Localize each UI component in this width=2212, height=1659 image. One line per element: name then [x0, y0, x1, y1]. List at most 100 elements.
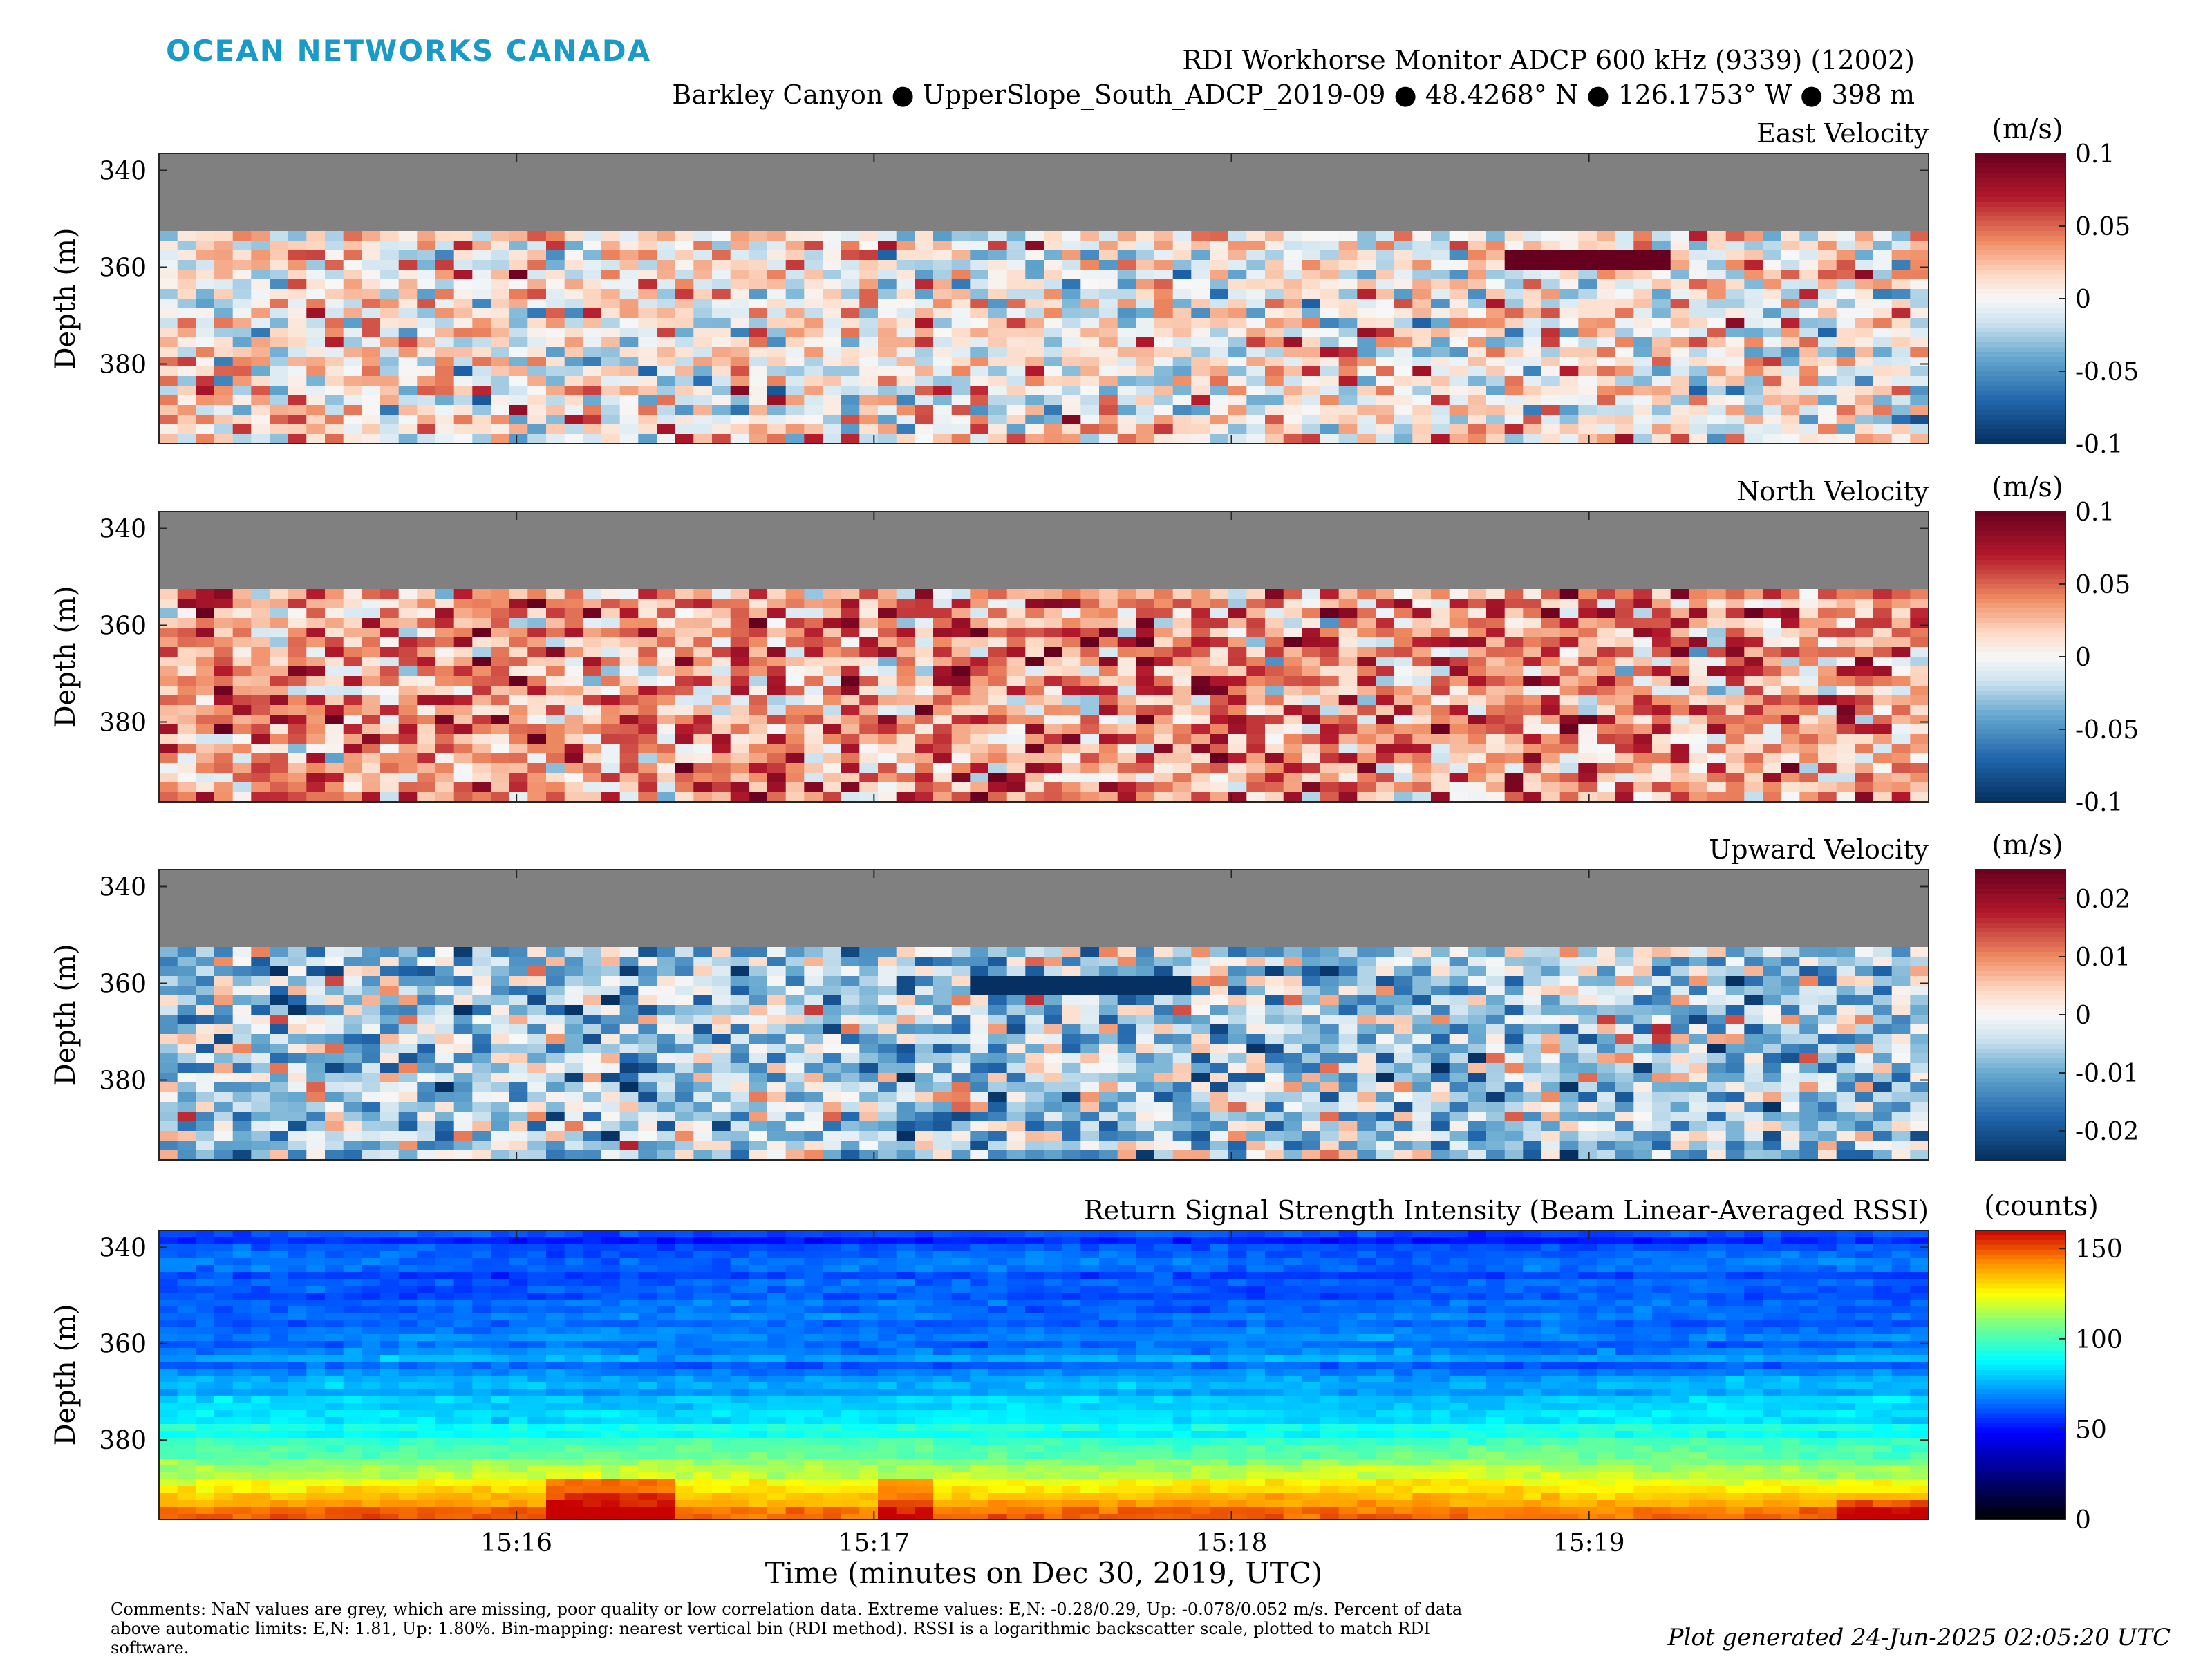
heatmap-cell	[1136, 666, 1155, 677]
heatmap-cell	[1468, 434, 1487, 444]
heatmap-cell	[1394, 773, 1413, 783]
heatmap-cell	[730, 637, 749, 648]
heatmap-cell	[619, 744, 639, 754]
heatmap-cell	[343, 666, 362, 677]
heatmap-cell	[196, 337, 215, 348]
heatmap-cell	[417, 241, 436, 251]
heatmap-cell	[1578, 250, 1597, 261]
heatmap-cell	[1597, 318, 1616, 328]
heatmap-cell	[491, 589, 510, 599]
heatmap-cell	[491, 308, 510, 319]
heatmap-cell	[1172, 231, 1192, 241]
heatmap-cell	[1376, 957, 1395, 967]
heatmap-cell	[453, 715, 473, 725]
heatmap-cell	[1873, 753, 1893, 764]
heatmap-cell	[1210, 328, 1229, 338]
heatmap-cell	[546, 734, 565, 744]
heatmap-cell	[1412, 424, 1432, 435]
heatmap-cell	[196, 628, 215, 638]
heatmap-cell	[933, 657, 953, 667]
heatmap-cell	[730, 695, 749, 706]
heatmap-cell	[1855, 618, 1874, 628]
heatmap-cell	[1633, 618, 1653, 628]
heatmap-cell	[896, 357, 915, 367]
heatmap-cell	[915, 986, 934, 996]
heatmap-cell	[1781, 666, 1800, 677]
heatmap-cell	[1062, 608, 1081, 619]
heatmap-cell	[823, 395, 842, 406]
heatmap-cell	[1228, 328, 1247, 338]
heatmap-cell	[749, 763, 768, 774]
heatmap-cell	[1910, 424, 1929, 435]
heatmap-cell	[675, 647, 694, 657]
heatmap-cell	[785, 695, 805, 706]
colorbar-swatch	[1976, 584, 2065, 590]
heatmap-cell	[878, 366, 897, 377]
heatmap-cell	[1172, 724, 1192, 735]
heatmap-cell	[638, 250, 657, 261]
heatmap-cell	[1210, 705, 1229, 715]
heatmap-cell	[1891, 347, 1911, 357]
heatmap-cell	[1615, 986, 1634, 996]
heatmap-cell	[1210, 366, 1229, 377]
heatmap-cell	[749, 241, 768, 251]
heatmap-cell	[1044, 376, 1063, 386]
heatmap-cell	[712, 666, 731, 677]
heatmap-cell	[1338, 270, 1358, 280]
heatmap-cell	[970, 415, 989, 425]
heatmap-cell	[583, 415, 602, 425]
heatmap-cell	[915, 647, 934, 657]
heatmap-cell	[1633, 318, 1653, 328]
heatmap-cell	[1320, 318, 1340, 328]
heatmap-cell	[1670, 686, 1689, 696]
heatmap-cell	[675, 666, 694, 677]
heatmap-cell	[1431, 347, 1450, 357]
heatmap-cell	[1025, 608, 1044, 619]
heatmap-cell	[159, 637, 178, 648]
heatmap-cell	[657, 753, 676, 764]
heatmap-cell	[251, 260, 270, 270]
heatmap-cell	[601, 270, 621, 280]
heatmap-cell	[509, 986, 528, 996]
heatmap-cell	[435, 270, 455, 280]
heatmap-cell	[1320, 995, 1340, 1006]
heatmap-cell	[325, 328, 344, 338]
heatmap-cell	[1670, 386, 1689, 396]
colorbar-swatch	[1976, 657, 2065, 662]
colorbar-swatch	[1976, 715, 2065, 720]
heatmap-cell	[1394, 395, 1413, 406]
heatmap-cell	[1338, 744, 1358, 754]
heatmap-cell	[435, 299, 455, 309]
heatmap-cell	[232, 715, 252, 725]
heatmap-cell	[859, 957, 879, 967]
heatmap-cell	[177, 231, 196, 241]
heatmap-cell	[159, 666, 178, 677]
heatmap-cell	[1246, 318, 1266, 328]
heatmap-cell	[1873, 695, 1893, 706]
heatmap-cell	[896, 647, 915, 657]
heatmap-cell	[1763, 357, 1782, 367]
heatmap-cell	[1246, 782, 1266, 793]
heatmap-cell	[804, 308, 823, 319]
heatmap-cell	[343, 676, 362, 686]
heatmap-cell	[1210, 289, 1229, 299]
heatmap-cell	[546, 405, 565, 415]
heatmap-cell	[1154, 753, 1174, 764]
heatmap-cell	[398, 250, 418, 261]
heatmap-cell	[823, 608, 842, 619]
heatmap-cell	[785, 318, 805, 328]
heatmap-cell	[1431, 270, 1450, 280]
heatmap-cell	[398, 279, 418, 290]
heatmap-cell	[1578, 415, 1597, 425]
heatmap-cell	[619, 628, 639, 638]
heatmap-cell	[749, 386, 768, 396]
heatmap-cell	[988, 705, 1008, 715]
heatmap-cell	[1449, 337, 1468, 348]
heatmap-cell	[1154, 986, 1174, 996]
heatmap-cell	[1080, 289, 1100, 299]
heatmap-cell	[693, 705, 713, 715]
heatmap-cell	[1412, 647, 1432, 657]
heatmap-cell	[1910, 715, 1929, 725]
heatmap-cell	[1394, 357, 1413, 367]
heatmap-cell	[1265, 250, 1284, 261]
